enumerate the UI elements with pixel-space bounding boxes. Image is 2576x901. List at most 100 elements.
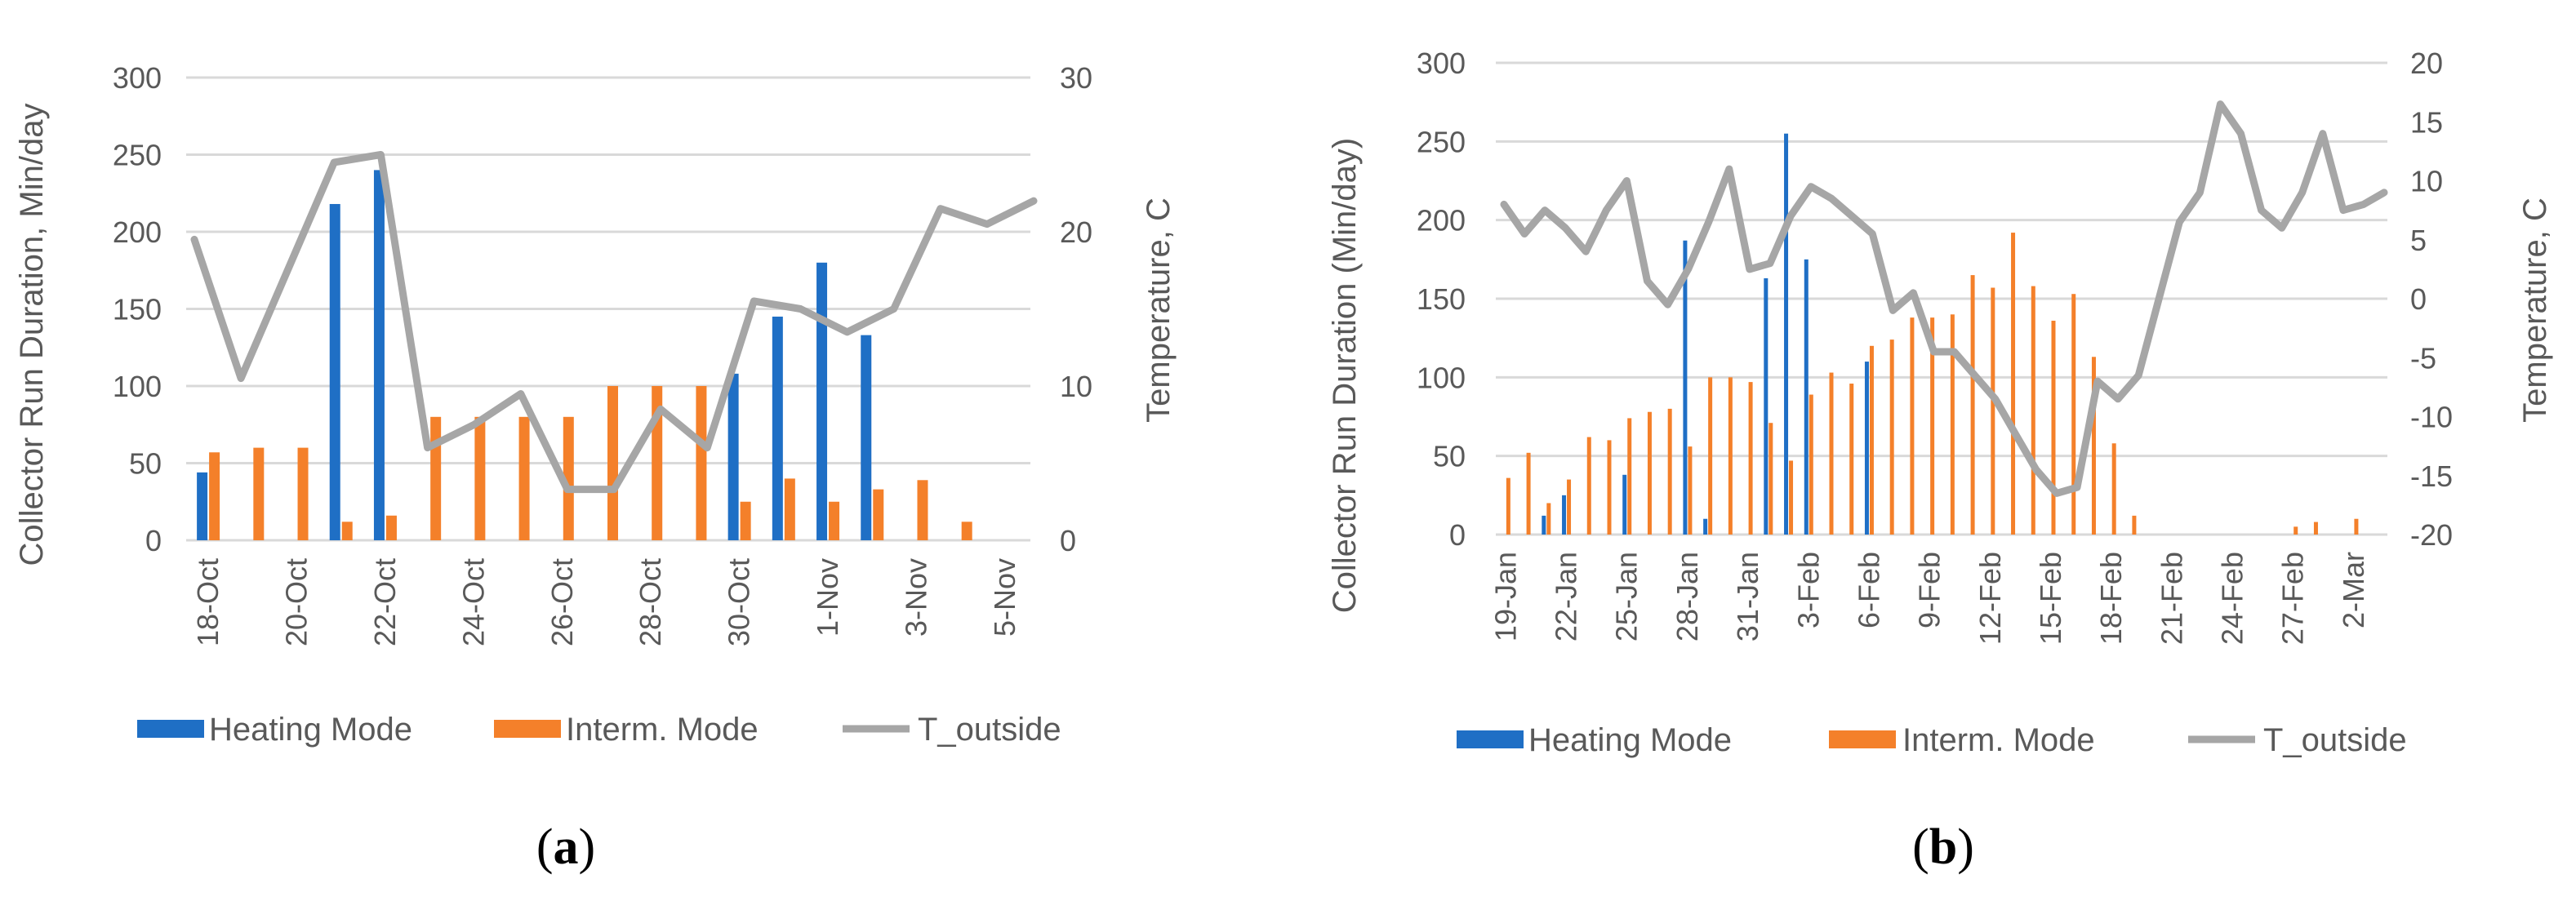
b-right-axis-title: Temperature, C <box>2517 198 2553 423</box>
a-interm-bar <box>518 416 530 540</box>
b-interm-bar <box>2354 518 2359 535</box>
b-interm-bar <box>1708 377 1713 535</box>
a-y-tick-label: 0 <box>145 524 162 557</box>
a-heating-bar <box>727 373 739 540</box>
a-x-tick-label: 5-Nov <box>988 558 1021 637</box>
b-interm-bar <box>1607 440 1612 535</box>
b-legend: Heating Mode Interm. Mode T_outside <box>1457 722 2407 758</box>
b-y2-tick-label: 20 <box>2410 47 2443 80</box>
b-interm-bar <box>1910 317 1915 535</box>
a-heating-bar <box>861 335 872 540</box>
a-interm-bar <box>917 480 928 540</box>
a-interm-bar <box>961 522 972 540</box>
b-interm-bar <box>2051 320 2056 535</box>
a-y-tick-label: 200 <box>113 215 162 249</box>
b-y2-tick-label: 5 <box>2410 224 2427 257</box>
a-interm-bar <box>873 489 884 540</box>
b-x-tick-label: 28-Jan <box>1671 552 1704 641</box>
b-left-axis-title: Collector Run Duration (Min/day) <box>1327 138 1363 613</box>
b-x-tick-label: 6-Feb <box>1852 552 1885 628</box>
a-interm-bar <box>563 416 574 540</box>
b-interm-bar <box>2111 443 2116 535</box>
a-caption: (a) <box>536 819 595 875</box>
b-legend-interm-label: Interm. Mode <box>1902 722 2095 758</box>
a-x-tick-label: 3-Nov <box>899 558 932 637</box>
b-caption: (b) <box>1912 819 1974 875</box>
b-y2-tick-label: -20 <box>2410 518 2453 552</box>
b-y2-tick-label: -10 <box>2410 401 2453 434</box>
a-heating-bar <box>373 170 385 540</box>
b-x-tick-label: 18-Feb <box>2094 552 2128 645</box>
a-y-tick-label: 150 <box>113 293 162 326</box>
b-y-tick-label: 0 <box>1449 518 1466 552</box>
b-heating-bar <box>1683 240 1688 535</box>
a-x-tick-label: 26-Oct <box>545 558 579 646</box>
b-x-tick-label: 27-Feb <box>2276 552 2310 645</box>
a-interm-bar <box>430 416 442 540</box>
a-heating-bar <box>197 472 208 540</box>
b-heating-bar <box>1864 362 1869 535</box>
b-interm-bar <box>1728 377 1733 535</box>
b-x-tick-label: 25-Jan <box>1610 552 1644 641</box>
b-interm-bar <box>1506 477 1510 535</box>
a-y-tick-label: 100 <box>113 370 162 403</box>
b-x-tick-label: 3-Feb <box>1791 552 1825 628</box>
b-y2-tick-label: 10 <box>2410 165 2443 198</box>
a-y2-tick-label: 0 <box>1060 524 1076 557</box>
b-x-tick-label: 9-Feb <box>1913 552 1946 628</box>
a-y2-tick-label: 20 <box>1060 215 1092 249</box>
b-legend-interm-swatch <box>1829 730 1896 748</box>
b-interm-bar <box>2031 286 2035 535</box>
b-y-tick-label: 100 <box>1417 361 1466 394</box>
a-bars <box>197 170 972 541</box>
a-interm-bar <box>696 386 707 540</box>
b-left-axis-ticks: 0 50 100 150 200 250 300 <box>1417 47 1466 552</box>
a-y-tick-label: 250 <box>113 139 162 172</box>
b-x-tick-label: 21-Feb <box>2155 552 2188 645</box>
b-y-tick-label: 200 <box>1417 204 1466 237</box>
a-heating-bar <box>772 316 783 540</box>
a-left-axis-title: Collector Run Duration, Min/day <box>14 104 50 566</box>
b-heating-bar <box>1542 515 1546 535</box>
b-x-tick-label: 2-Mar <box>2337 552 2370 628</box>
b-interm-bar <box>1768 423 1773 535</box>
b-y2-tick-label: -15 <box>2410 459 2453 493</box>
chart-a: 0 50 100 150 200 250 300 0 10 20 30 18-Oct 20-Oct 2… <box>14 61 1177 875</box>
a-y2-tick-label: 10 <box>1060 370 1092 403</box>
a-y2-tick-label: 30 <box>1060 61 1092 95</box>
b-heating-bar <box>1804 259 1809 535</box>
b-x-tick-label: 24-Feb <box>2216 552 2249 645</box>
a-right-axis-ticks: 0 10 20 30 <box>1060 61 1092 557</box>
b-gridlines <box>1496 61 2387 536</box>
a-interm-bar <box>253 447 265 540</box>
a-heating-bar <box>816 262 828 540</box>
a-y-tick-label: 50 <box>129 447 162 481</box>
b-interm-bar <box>1526 452 1531 535</box>
a-interm-bar <box>297 447 309 540</box>
a-left-axis-ticks: 0 50 100 150 200 250 300 <box>113 61 162 557</box>
b-interm-bar <box>1950 314 1955 535</box>
b-heating-bar <box>1784 133 1789 535</box>
b-heating-bar <box>1703 518 1708 535</box>
b-interm-bar <box>1849 384 1854 535</box>
a-legend-outside-label: T_outside <box>918 712 1061 748</box>
a-x-tick-label: 22-Oct <box>368 558 402 646</box>
b-interm-bar <box>1586 437 1591 535</box>
b-y-tick-label: 150 <box>1417 282 1466 316</box>
b-x-tick-label: 15-Feb <box>2034 552 2067 645</box>
b-temperature-line <box>1500 100 2388 497</box>
b-x-tick-label: 22-Jan <box>1550 552 1583 641</box>
b-heating-bar <box>1622 474 1627 535</box>
b-interm-bar <box>1546 503 1551 535</box>
a-legend-heating-label: Heating Mode <box>209 712 412 748</box>
b-interm-bar <box>1829 372 1834 535</box>
b-x-tick-label: 31-Jan <box>1731 552 1764 641</box>
b-interm-bar <box>1567 479 1572 535</box>
a-y-tick-label: 300 <box>113 61 162 95</box>
b-interm-bar <box>1970 275 1975 535</box>
b-interm-bar <box>2091 357 2096 535</box>
b-interm-bar <box>1647 411 1652 535</box>
b-heating-bar <box>1764 277 1768 535</box>
a-legend-interm-label: Interm. Mode <box>566 712 759 748</box>
